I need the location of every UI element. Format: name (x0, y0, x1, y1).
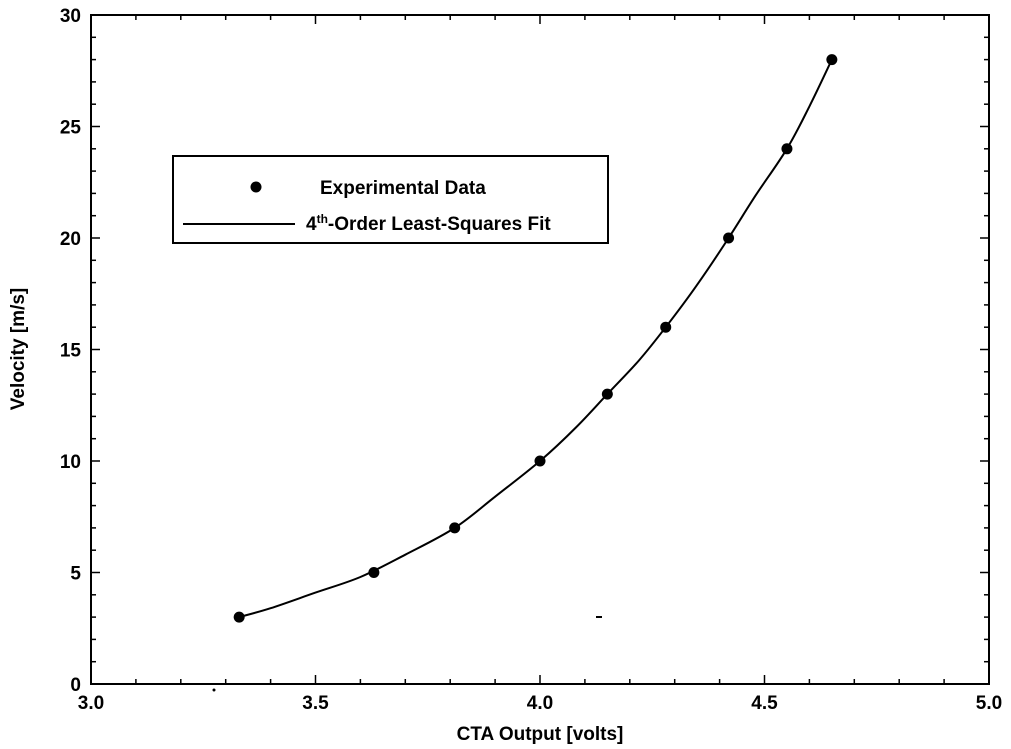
legend-label-fit-superscript: th (317, 212, 328, 226)
x-tick-label: 4.0 (527, 693, 553, 714)
data-point (233, 611, 245, 623)
legend-marker-experimental (250, 181, 262, 193)
x-tick-label: 3.0 (78, 693, 104, 714)
legend-label-fit: 4th-Order Least-Squares Fit (306, 212, 551, 235)
stray-mark (212, 688, 216, 692)
x-axis-title: CTA Output [volts] (457, 724, 624, 745)
legend-label-experimental: Experimental Data (320, 178, 486, 199)
legend: Experimental Data 4th-Order Least-Square… (172, 155, 609, 244)
y-tick-label: 25 (60, 118, 82, 139)
data-point (723, 232, 735, 244)
legend-box (172, 155, 609, 244)
y-tick-label: 0 (70, 675, 81, 696)
data-point (368, 567, 380, 578)
x-tick-label: 3.5 (302, 693, 329, 714)
y-tick-label: 20 (60, 229, 81, 250)
data-points (233, 54, 838, 623)
y-tick-label: 10 (60, 452, 81, 473)
data-point (826, 54, 838, 66)
legend-label-fit-prefix: 4 (306, 214, 317, 235)
axis-ticks (90, 14, 990, 685)
y-tick-label: 15 (60, 341, 82, 362)
legend-label-fit-suffix: -Order Least-Squares Fit (328, 214, 551, 235)
data-point (601, 388, 613, 400)
data-point (660, 321, 672, 333)
x-tick-label: 5.0 (976, 693, 1002, 714)
data-point (534, 455, 546, 467)
plot-frame (90, 14, 990, 685)
y-tick-label: 5 (70, 564, 81, 585)
tick-labels: 3.0 3.5 4.0 4.5 5.0 0 5 10 15 20 25 30 (60, 6, 1002, 714)
data-point (449, 522, 461, 534)
fit-line (238, 59, 833, 619)
y-tick-label: 30 (60, 6, 81, 27)
x-tick-label: 4.5 (751, 693, 778, 714)
data-point (781, 143, 793, 155)
y-axis-title: Velocity [m/s] (8, 288, 29, 411)
